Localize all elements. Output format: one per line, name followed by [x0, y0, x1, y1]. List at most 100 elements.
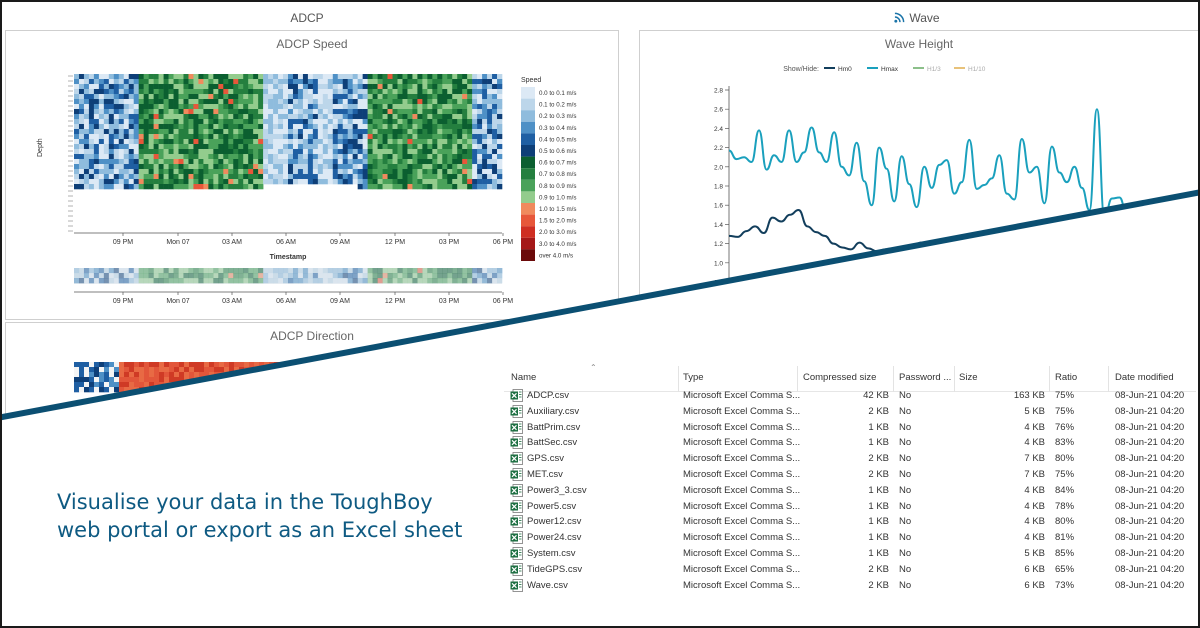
compression-ratio: 73%: [1055, 579, 1075, 591]
heatmap-cell: [88, 179, 95, 185]
heatmap-cell: [173, 179, 179, 185]
table-row[interactable]: Power12.csv Microsoft Excel Comma S... 1 K…: [504, 514, 1196, 530]
heatmap-cell: [422, 164, 428, 170]
series-toggle-h1-3[interactable]: H1/3: [927, 66, 941, 73]
column-header-name[interactable]: Name: [511, 372, 537, 383]
heatmap-cell: [113, 89, 120, 95]
overview-brush-area[interactable]: [74, 268, 502, 284]
direction-cell: [289, 362, 295, 368]
table-row[interactable]: ADCP.csv Microsoft Excel Comma S... 42 KB N…: [504, 388, 1196, 404]
heatmap-cell: [382, 149, 388, 155]
column-header-type[interactable]: Type: [683, 372, 704, 383]
heatmap-cell: [243, 89, 249, 95]
table-row[interactable]: BattSec.csv Microsoft Excel Comma S... 1 K…: [504, 435, 1196, 451]
column-header-compressed-size[interactable]: Compressed size: [803, 372, 877, 383]
heatmap-cell: [113, 139, 120, 145]
table-row[interactable]: TideGPS.csv Microsoft Excel Comma S... 2 K…: [504, 562, 1196, 578]
heatmap-cell: [322, 104, 329, 110]
table-row[interactable]: Auxiliary.csv Microsoft Excel Comma S... 2…: [504, 404, 1196, 420]
table-row[interactable]: MET.csv Microsoft Excel Comma S... 2 KB No 7…: [504, 467, 1196, 483]
heatmap-cell: [223, 124, 229, 130]
heatmap-cell: [477, 149, 483, 155]
column-header-date-modified[interactable]: Date modified: [1115, 372, 1174, 383]
direction-cell: [109, 372, 115, 378]
password-protected: No: [899, 421, 912, 433]
heatmap-cell: [238, 119, 244, 125]
heatmap-cell: [148, 164, 154, 170]
heatmap-cell: [332, 149, 339, 155]
table-row[interactable]: BattPrim.csv Microsoft Excel Comma S... 1 …: [504, 420, 1196, 436]
heatmap-cell: [143, 139, 149, 145]
series-toggle-hm0[interactable]: Hm0: [838, 66, 852, 73]
heatmap-cell: [88, 84, 95, 90]
heatmap-cell: [442, 169, 448, 175]
table-row[interactable]: GPS.csv Microsoft Excel Comma S... 2 KB No 7…: [504, 451, 1196, 467]
heatmap-cell: [307, 109, 314, 115]
heatmap-cell: [407, 164, 413, 170]
heatmap-cell: [327, 109, 334, 115]
heatmap-cell: [173, 159, 179, 165]
date-modified: 08-Jun-21 04:20: [1115, 516, 1185, 528]
heatmap-cell: [362, 114, 368, 120]
heatmap-cell: [462, 84, 468, 90]
heatmap-cell: [208, 139, 214, 145]
heatmap-cell: [203, 164, 209, 170]
heatmap-cell: [128, 99, 135, 105]
heatmap-cell: [462, 119, 468, 125]
series-toggle-h1-10[interactable]: H1/10: [968, 66, 986, 73]
excel-file-icon: [510, 452, 523, 466]
heatmap-cell: [302, 169, 309, 175]
table-row[interactable]: Power5.csv Microsoft Excel Comma S... 1 KB…: [504, 499, 1196, 515]
heatmap-cell: [432, 119, 438, 125]
heatmap-cell: [297, 119, 304, 125]
heatmap-cell: [128, 114, 135, 120]
heatmap-cell: [183, 179, 189, 185]
heatmap-cell: [467, 109, 473, 115]
heatmap-cell: [302, 129, 309, 135]
heatmap-cell: [442, 89, 448, 95]
heatmap-cell: [432, 109, 438, 115]
heatmap-cell: [357, 79, 363, 85]
heatmap-cell: [273, 109, 279, 115]
heatmap-cell: [342, 104, 349, 110]
heatmap-cell: [83, 179, 90, 185]
heatmap-cell: [138, 74, 144, 80]
column-header-password[interactable]: Password ...: [899, 372, 952, 383]
heatmap-cell: [472, 129, 478, 135]
heatmap-cell: [367, 84, 373, 90]
heatmap-cell: [487, 84, 493, 90]
heatmap-cell: [327, 164, 334, 170]
heatmap-cell: [138, 129, 144, 135]
direction-cell: [274, 387, 280, 393]
series-toggle-hmax[interactable]: Hmax: [881, 66, 899, 73]
heatmap-cell: [268, 79, 274, 85]
heatmap-cell: [188, 149, 194, 155]
adcp-overview-brush[interactable]: [74, 268, 503, 284]
table-row[interactable]: Power24.csv Microsoft Excel Comma S... 1 K…: [504, 530, 1196, 546]
heatmap-cell: [98, 74, 105, 80]
direction-cell: [219, 367, 225, 373]
column-header-ratio[interactable]: Ratio: [1055, 372, 1078, 383]
heatmap-cell: [352, 114, 358, 120]
column-header-size[interactable]: Size: [959, 372, 978, 383]
heatmap-cell: [203, 169, 209, 175]
direction-cell: [229, 367, 235, 373]
direction-cell: [324, 372, 330, 378]
direction-cell: [249, 377, 255, 383]
date-modified: 08-Jun-21 04:20: [1115, 437, 1185, 449]
direction-cell: [124, 382, 130, 388]
heatmap-cell: [412, 184, 418, 190]
table-row[interactable]: Wave.csv Microsoft Excel Comma S... 2 KB No…: [504, 578, 1196, 594]
table-row[interactable]: Power3_3.csv Microsoft Excel Comma S... 1 …: [504, 483, 1196, 499]
heatmap-cell: [88, 159, 95, 165]
heatmap-cell: [382, 134, 388, 140]
heatmap-cell: [98, 179, 105, 185]
heatmap-cell: [397, 159, 403, 165]
table-row[interactable]: System.csv Microsoft Excel Comma S... 1 KB…: [504, 546, 1196, 562]
heatmap-cell: [317, 144, 324, 150]
heatmap-cell: [347, 99, 353, 105]
heatmap-cell: [163, 84, 169, 90]
heatmap-cell: [452, 84, 458, 90]
heatmap-cell: [213, 119, 219, 125]
heatmap-cell: [397, 124, 403, 130]
